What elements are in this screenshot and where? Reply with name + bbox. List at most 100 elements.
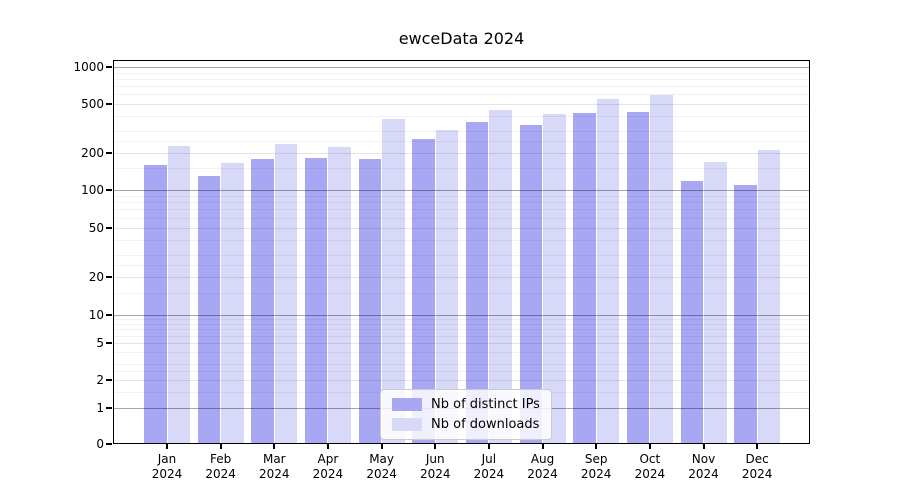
x-label-nov: Nov 2024 <box>676 452 732 482</box>
gridline-20 <box>113 277 810 279</box>
x-label-year: 2024 <box>580 467 612 481</box>
gridline-15 <box>113 292 810 294</box>
gridline-6 <box>113 335 810 337</box>
gridline-3 <box>113 363 810 365</box>
bar-downloads-mar <box>274 143 298 444</box>
x-label-month: Mar <box>262 452 286 466</box>
x-label-year: 2024 <box>527 467 558 481</box>
bar-downloads-sep <box>596 99 620 444</box>
gridline-40 <box>113 239 810 241</box>
bar-downloads-may <box>382 118 405 444</box>
y-tick-50 <box>106 226 112 229</box>
gridline-150 <box>113 168 810 170</box>
y-tick-0 <box>106 443 112 445</box>
y-label-20: 20 <box>88 270 104 285</box>
x-label-mar: Mar 2024 <box>246 452 302 482</box>
x-tick-may <box>380 444 383 449</box>
bar-distinct-ips-apr <box>304 158 328 444</box>
y-tick-500 <box>106 103 112 106</box>
gridline-900 <box>113 72 810 74</box>
x-label-month: Nov <box>691 452 716 466</box>
bar-distinct-ips-dec <box>734 184 757 444</box>
gridline-500 <box>113 104 810 106</box>
legend-label-downloads: Nb of downloads <box>431 417 540 432</box>
y-tick-1000 <box>106 66 112 68</box>
gridline-70 <box>113 209 810 211</box>
bar-distinct-ips-jul <box>465 122 489 444</box>
x-label-aug: Aug 2024 <box>515 452 571 482</box>
bar-downloads-dec <box>757 149 781 444</box>
x-label-year: 2024 <box>151 467 183 481</box>
y-label-500: 500 <box>81 97 104 112</box>
gridline-50 <box>113 227 810 229</box>
x-label-apr: Apr 2024 <box>300 452 356 482</box>
y-label-50: 50 <box>88 220 104 235</box>
x-label-year: 2024 <box>473 467 505 481</box>
x-tick-oct <box>648 444 651 449</box>
gridline-4 <box>113 352 810 353</box>
x-tick-jun <box>434 444 437 449</box>
x-label-year: 2024 <box>205 467 236 481</box>
y-tick-1 <box>106 407 112 409</box>
y-label-1000: 1000 <box>73 60 104 74</box>
x-label-may: May 2024 <box>354 452 410 482</box>
y-label-2: 2 <box>96 373 104 387</box>
x-label-feb: Feb 2024 <box>193 452 249 482</box>
bar-distinct-ips-sep <box>573 113 596 444</box>
bar-downloads-nov <box>704 162 727 444</box>
x-tick-apr <box>326 444 329 449</box>
y-tick-10 <box>106 314 112 316</box>
legend-swatch-distinct-ips <box>392 398 422 411</box>
gridline-8 <box>113 324 810 325</box>
bar-distinct-ips-mar <box>251 158 274 444</box>
legend-swatch-downloads <box>392 418 422 431</box>
x-label-month: May <box>369 452 394 466</box>
gridline-25 <box>113 265 810 267</box>
chart-title: ewceData 2024 <box>398 29 525 48</box>
x-label-year: 2024 <box>366 467 397 481</box>
gridline-7 <box>113 329 810 331</box>
bar-distinct-ips-oct <box>626 112 650 444</box>
gridline-1000 <box>113 67 810 68</box>
y-tick-100 <box>106 189 112 191</box>
bar-downloads-apr <box>328 147 351 444</box>
bar-downloads-jun <box>435 130 459 444</box>
x-label-jun: Jun 2024 <box>407 452 463 482</box>
gridline-300 <box>113 131 810 133</box>
gridline-60 <box>113 217 810 219</box>
x-label-month: Sep <box>584 452 608 466</box>
x-label-jan: Jan 2024 <box>139 452 195 482</box>
bar-downloads-jan <box>167 145 190 444</box>
x-tick-nov <box>702 444 705 449</box>
bar-distinct-ips-nov <box>680 181 703 444</box>
x-tick-mar <box>273 444 276 449</box>
gridline-100 <box>113 190 810 191</box>
gridline-400 <box>113 115 810 117</box>
gridline-600 <box>113 94 810 96</box>
y-label-10: 10 <box>88 308 104 322</box>
plot-area <box>113 60 810 444</box>
x-label-dec: Dec 2024 <box>729 452 785 482</box>
y-tick-200 <box>106 151 112 154</box>
gridline-700 <box>113 86 810 88</box>
gridline-250 <box>113 141 810 143</box>
x-label-month: Apr <box>317 452 339 466</box>
bar-distinct-ips-aug <box>519 125 543 444</box>
gridline-800 <box>113 78 810 80</box>
y-label-5: 5 <box>96 335 104 350</box>
x-label-year: 2024 <box>312 467 344 481</box>
x-tick-jan <box>166 444 168 449</box>
y-tick-20 <box>106 276 112 279</box>
bar-downloads-jul <box>489 110 512 444</box>
gridline-9 <box>113 319 810 321</box>
x-label-month: Jun <box>425 452 445 466</box>
x-tick-dec <box>756 444 759 449</box>
gridline-2.5 <box>113 370 810 372</box>
gridline-2 <box>113 380 810 381</box>
gridline-80 <box>113 202 810 204</box>
y-label-0: 0 <box>96 437 104 451</box>
y-tick-2 <box>106 379 112 381</box>
x-label-month: Feb <box>210 452 232 466</box>
legend: Nb of distinct IPs Nb of downloads <box>380 389 552 440</box>
x-label-month: Oct <box>639 452 661 466</box>
